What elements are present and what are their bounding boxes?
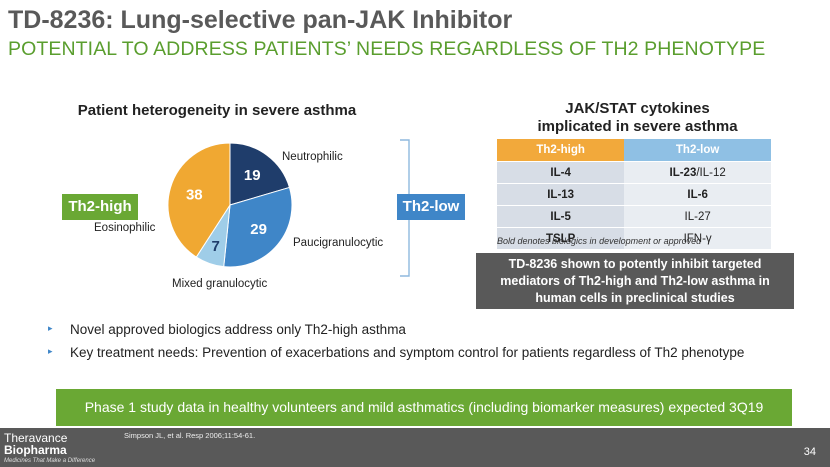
table-row: IL-13 IL-6 (497, 183, 771, 206)
cytokine-text: /IL-12 (696, 166, 726, 179)
label-mixed-granulocytic: Mixed granulocytic (172, 278, 268, 290)
pie-value-label: 19 (244, 167, 261, 184)
pie-title: Patient heterogeneity in severe asthma (77, 102, 357, 119)
pie-slice-eosinophilic (167, 142, 231, 258)
table-cell: IL-13 (497, 183, 625, 206)
cytokine-title-line2: implicated in severe asthma (537, 118, 738, 135)
logo-line1: Theravance (4, 431, 68, 445)
preclinical-callout: TD-8236 shown to potently inhibit target… (476, 253, 794, 309)
label-eosinophilic: Eosinophilic (94, 222, 156, 234)
footer-bar (0, 428, 830, 467)
table-cell: IL-4 (497, 161, 625, 184)
callout-line3: human cells in preclinical studies (535, 291, 735, 305)
table-cell: IFN-γ (624, 227, 771, 249)
list-item: ▸ Key treatment needs: Prevention of exa… (48, 345, 744, 360)
pie-chart: 19 29 7 38 (167, 142, 293, 268)
bullet-text: Key treatment needs: Prevention of exace… (70, 345, 745, 360)
page-subtitle: POTENTIAL TO ADDRESS PATIENTS’ NEEDS REG… (8, 38, 766, 60)
column-header-th2-low: Th2-low (624, 139, 771, 162)
pie-value-label: 29 (250, 221, 267, 238)
bullet-text: Novel approved biologics address only Th… (70, 322, 406, 337)
citation: Simpson JL, et al. Resp 2006;11:54-61. (124, 431, 256, 440)
label-paucigranulocytic: Paucigranulocytic (293, 237, 384, 249)
pie-slice-paucigranulocytic (223, 186, 293, 268)
table-row: IL-4 IL-23/IL-12 (497, 161, 771, 184)
column-header-th2-high: Th2-high (497, 139, 625, 162)
cytokine-table-title: JAK/STAT cytokines implicated in severe … (500, 100, 775, 136)
bullet-list: ▸ Novel approved biologics address only … (48, 322, 744, 368)
bullet-arrow-icon: ▸ (48, 323, 53, 333)
cytokine-text: IFN-γ (683, 232, 712, 245)
th2-low-tag: Th2-low (397, 194, 465, 220)
table-row: IL-5 IL-27 (497, 205, 771, 228)
theravance-logo: Theravance Biopharma Medicines That Make… (4, 432, 95, 465)
table-cell: IL-6 (624, 183, 771, 206)
list-item: ▸ Novel approved biologics address only … (48, 322, 744, 337)
logo-line2: Biopharma (4, 443, 67, 457)
table-cell: IL-23/IL-12 (624, 161, 771, 184)
logo-tagline: Medicines That Make a Difference (4, 458, 96, 464)
table-cell: TSLP (497, 227, 625, 249)
table-row: TSLP IFN-γ (497, 227, 771, 249)
cytokine-text: IL-27 (684, 210, 711, 223)
table-cell: IL-5 (497, 205, 625, 228)
bold-cytokine: IL-6 (687, 188, 708, 201)
label-neutrophilic: Neutrophilic (282, 151, 343, 163)
cytokine-title-line1: JAK/STAT cytokines (565, 100, 710, 117)
bullet-arrow-icon: ▸ (48, 346, 53, 356)
page-title: TD-8236: Lung-selective pan-JAK Inhibito… (8, 6, 513, 34)
bold-cytokine: IL-23 (669, 166, 697, 179)
pie-slice-neutrophilic (229, 142, 291, 206)
table-footnote: Bold denotes biologics in development or… (497, 236, 702, 246)
th2-high-tag: Th2-high (62, 194, 138, 220)
phase1-banner: Phase 1 study data in healthy volunteers… (56, 389, 792, 426)
page-number: 34 (803, 446, 816, 458)
cytokine-table: Th2-high Th2-low IL-4 IL-23/IL-12 IL-13 … (497, 139, 771, 249)
pie-value-label: 7 (211, 238, 219, 255)
table-cell: IL-27 (624, 205, 771, 228)
callout-line2: mediators of Th2-high and Th2-low asthma… (500, 274, 770, 288)
pie-value-label: 38 (186, 186, 203, 203)
callout-line1: TD-8236 shown to potently inhibit target… (508, 257, 762, 271)
